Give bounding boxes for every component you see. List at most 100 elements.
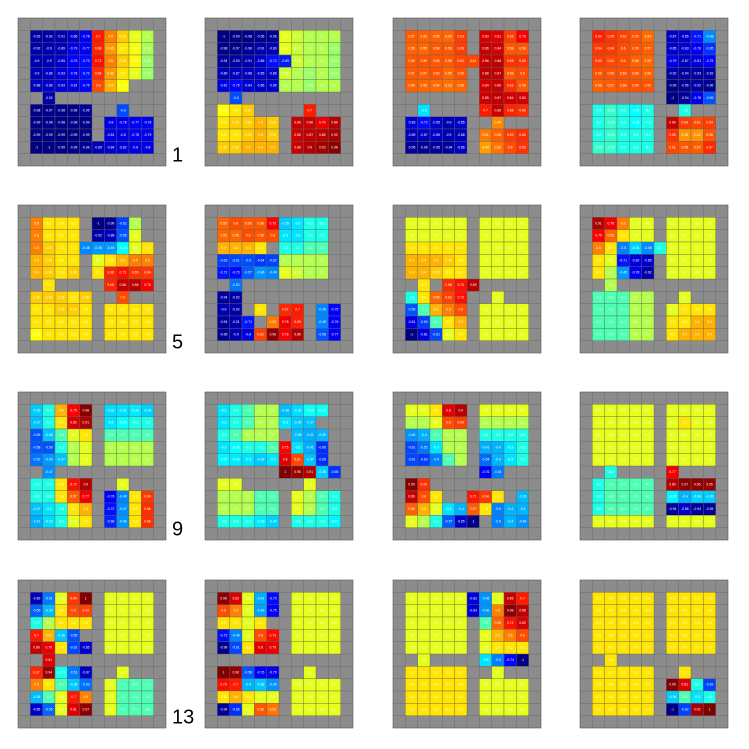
cell-value: 0.2 [434,507,439,511]
cell-value: 0.2 [645,519,650,523]
cell-value: 0.89 [294,332,301,336]
cell-value: -0.2 [596,121,602,125]
cell-value: -0.85 [681,34,689,38]
cell-value: 0.54 [645,34,652,38]
cell-value: 0.2 [645,445,650,449]
cell-value: -0.2 [483,433,489,437]
cell-value: -0.53 [82,683,90,687]
cell-value: 0.65 [669,133,676,137]
cell-value: -0.38 [294,433,302,437]
cell-value: 0.2 [707,433,712,437]
cell-value: -0.2 [633,133,639,137]
cell-value: 0.81 [495,34,502,38]
cell-value: 0.2 [145,621,150,625]
cell-value: 0.3 [446,670,451,674]
cell-value: 0.66 [507,84,514,88]
cell-value: 0.35 [245,133,252,137]
cell-value: 0.86 [33,646,40,650]
cell-value: 0.3 [682,308,687,312]
cell-value: 0.7 [295,308,300,312]
cell-value: -0.46 [119,519,127,523]
cell-value: -0.1 [46,695,52,699]
cell-value: 0.2 [520,408,525,412]
cell-value: -0.29 [257,519,265,523]
cell-value: 0.2 [707,408,712,412]
cell-value: 0.61 [694,121,701,125]
cell-value: 0.3 [409,683,414,687]
cell-value: 0.2 [446,221,451,225]
cell-value: 0.3 [707,633,712,637]
cell-value: 0.35 [70,308,77,312]
cell-value: -0.85 [57,59,65,63]
cell-value: 0.3 [145,246,150,250]
cell-value: -0.78 [119,121,127,125]
cell-value: -0.49 [119,495,127,499]
cell-value: 0.3 [596,695,601,699]
cell-value: 0.59 [595,71,602,75]
cell-value: 0.1 [246,433,251,437]
cell-value: 0.3 [258,308,263,312]
cell-value: -0.91 [57,34,65,38]
cell-value: 0.2 [682,458,687,462]
cell-value: 0.3 [670,596,675,600]
cell-value: 0.2 [495,596,500,600]
cell-value: 0.1 [221,495,226,499]
cell-value: 0.3 [682,596,687,600]
cell-value: 0.2 [483,221,488,225]
cell-value: -0.98 [220,47,228,51]
cell-value: -0.41 [33,519,41,523]
cell-value: 0.2 [108,596,113,600]
cell-value: -0.79 [269,670,277,674]
cell-value: 0.3 [707,621,712,625]
cell-value: -0.5 [495,658,501,662]
cell-value: -0.36 [257,683,265,687]
cell-value: 0.58 [620,84,627,88]
cell-value: 0.2 [633,458,638,462]
cell-value: 0.3 [409,246,414,250]
cell-value: 0.6 [421,495,426,499]
cell-value: 0.3 [421,295,426,299]
cell-value: 0.3 [596,258,601,262]
cell-value: 0.2 [508,408,513,412]
cell-value: 0.3 [71,621,76,625]
cell-value: -0.72 [107,507,115,511]
cell-value: -0.1 [145,695,151,699]
cell-value: 0.2 [434,234,439,238]
cell-value: 0.3 [246,695,251,699]
cell-value: -0.2 [608,470,614,474]
cell-value: -1 [35,145,38,149]
cell-value: 0.56 [495,133,502,137]
cell-value: 0.2 [320,707,325,711]
cell-value: 0.2 [670,519,675,523]
cell-value: 0.91 [307,470,314,474]
cell-value: 0.4 [695,320,700,324]
cell-value: -0.94 [681,71,689,75]
cell-value: 0.3 [233,621,238,625]
cell-value: -0.36 [57,633,65,637]
cell-value: 0.61 [608,59,615,63]
cell-value: -0.78 [131,133,139,137]
cell-value: 0.2 [307,683,312,687]
heatmap-panel: -0.3 -0.2 -0.1 0.1 0.1 -0.38 -0.32 -0.23 -0.23 -0… [204,391,354,541]
cell-value: 0.3 [633,596,638,600]
cell-value: -0.2 [34,495,40,499]
cell-value: 0.2 [108,695,113,699]
cell-value: -0.4 [245,683,251,687]
cell-value: 0.5 [34,221,39,225]
cell-value: 0.55 [220,221,227,225]
cell-value: 0.63 [595,59,602,63]
cell-value: 0.1 [145,445,150,449]
cell-value: 0.3 [682,609,687,613]
cell-value: -0.45 [45,458,53,462]
cell-value: 0.3 [633,633,638,637]
cell-value: 0.2 [670,445,675,449]
cell-value: -0.1 [258,507,264,511]
cell-value: -0.1 [620,482,626,486]
cell-value: 0.2 [670,408,675,412]
cell-value: -0.2 [332,507,338,511]
cell-value: -0.4 [507,507,513,511]
cell-value: 0.2 [246,596,251,600]
cell-value: 0.2 [421,658,426,662]
cell-value: 0.2 [133,596,138,600]
cell-value: -0.3 [295,234,301,238]
